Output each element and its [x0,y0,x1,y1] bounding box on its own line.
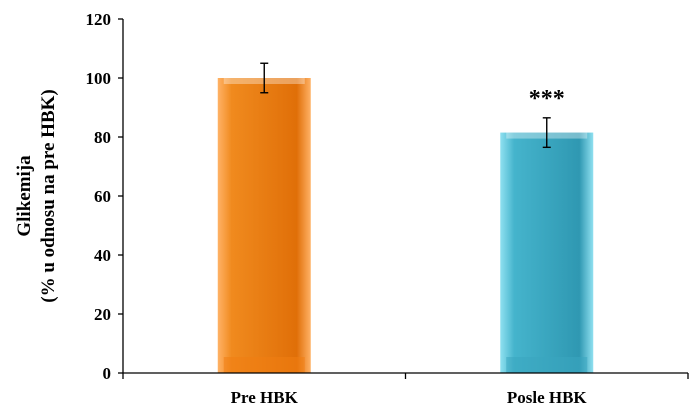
error-bar-2 [542,117,551,149]
y-tick-label-1: 20 [94,305,111,324]
error-bar-1 [260,62,269,94]
y-tick-label-4: 80 [94,128,111,147]
bar-1-bottom-bevel [223,357,305,373]
y-axis-label-line-2: (% u odnosu na pre HBK) [38,89,59,302]
bar-2-bottom-bevel [506,357,588,373]
y-tick-label-6: 120 [86,10,112,29]
y-tick-label-0: 0 [103,364,112,383]
x-tick-label-1: Pre HBK [231,388,299,407]
bar-2-body [500,132,594,373]
bar-1 [217,78,311,373]
x-tick-label-2: Posle HBK [507,388,588,407]
y-axis-label: Glikemija (% u odnosu na pre HBK) [14,89,59,302]
y-tick-label-3: 60 [94,187,111,206]
y-tick-label-2: 40 [94,246,111,265]
bar-2 [500,132,594,373]
y-tick-label-5: 100 [86,69,112,88]
significance-label-2: *** [529,86,565,112]
bar-1-body [217,78,311,373]
y-axis-label-line-1: Glikemija [14,155,35,237]
